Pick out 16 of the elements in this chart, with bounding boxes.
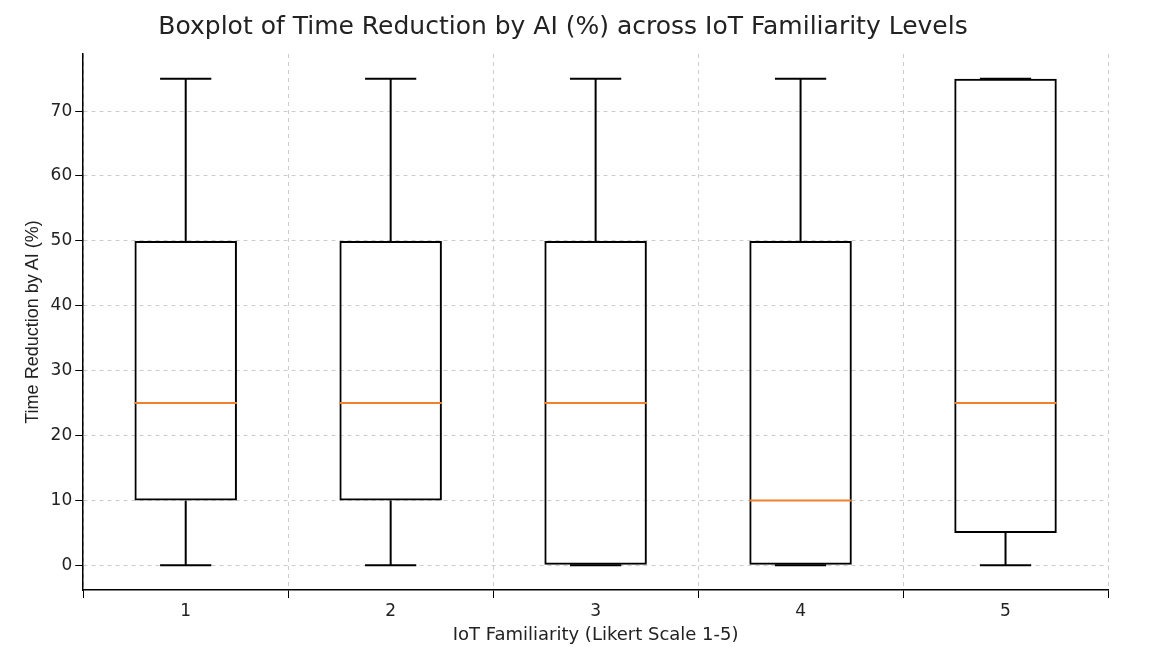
x-tick-label: 1	[180, 599, 192, 620]
y-tick-label: 60	[50, 164, 73, 185]
x-tick-label: 3	[590, 599, 602, 620]
y-tick-label: 70	[50, 99, 73, 120]
x-tick-label: 2	[385, 599, 397, 620]
x-tick-label: 4	[795, 599, 806, 620]
y-tick-label: 40	[50, 294, 73, 315]
y-tick-label: 10	[50, 488, 73, 509]
y-tick-label: 20	[50, 423, 73, 444]
x-axis-title: IoT Familiarity (Likert Scale 1-5)	[452, 622, 739, 644]
y-axis-title: Time Reduction by AI (%)	[21, 220, 42, 424]
y-tick-label: 0	[61, 553, 73, 574]
y-tick-label: 30	[50, 359, 73, 380]
chart-title: Boxplot of Time Reduction by AI (%) across IoT Familiarity Levels	[158, 10, 968, 40]
x-tick-label: 5	[1000, 599, 1011, 620]
y-tick-label: 50	[50, 229, 73, 250]
